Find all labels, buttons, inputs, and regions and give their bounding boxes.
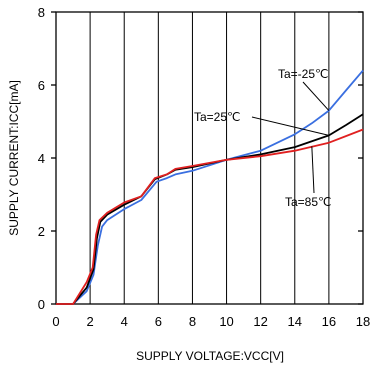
grid-lines xyxy=(51,11,363,305)
x-tick-label: 16 xyxy=(322,314,336,329)
x-axis-title: SUPPLY VOLTAGE:VCC[V] xyxy=(136,349,284,363)
annotation-label: Ta=-25℃ xyxy=(278,67,329,81)
series-line-ta-25 xyxy=(56,113,364,305)
y-tick-label: 6 xyxy=(38,78,45,93)
annotation-leader-line xyxy=(302,81,330,111)
series-lines xyxy=(56,69,364,305)
series-line-ta-85 xyxy=(56,128,364,305)
x-tick-labels: 0 2 4 6 8 10 12 14 16 18 xyxy=(52,314,370,329)
annotation-leader-line xyxy=(311,146,315,194)
annotation-leader-line xyxy=(251,116,330,136)
x-tick-label: 6 xyxy=(155,314,162,329)
annotation-label: Ta=25℃ xyxy=(194,110,241,124)
x-tick-label: 2 xyxy=(86,314,93,329)
x-tick-label: 0 xyxy=(52,314,59,329)
y-tick-label: 4 xyxy=(38,151,45,166)
curve-annotations: Ta=-25℃ Ta=25℃ Ta=85℃ xyxy=(194,67,332,209)
y-tick-label: 8 xyxy=(38,5,45,20)
y-axis-title: SUPPLY CURRENT:ICC[mA] xyxy=(7,80,21,236)
x-tick-label: 10 xyxy=(219,314,233,329)
x-tick-label: 14 xyxy=(288,314,302,329)
series-line-ta-minus25 xyxy=(56,69,364,305)
x-tick-label: 12 xyxy=(253,314,267,329)
annotation-label: Ta=85℃ xyxy=(285,195,332,209)
y-tick-label: 0 xyxy=(38,297,45,312)
y-tick-labels: 0 2 4 6 8 xyxy=(38,5,45,312)
x-tick-label: 18 xyxy=(356,314,370,329)
y-tick-label: 2 xyxy=(38,224,45,239)
x-tick-label: 8 xyxy=(189,314,196,329)
x-tick-label: 4 xyxy=(121,314,128,329)
plot-area-frame xyxy=(55,11,364,305)
